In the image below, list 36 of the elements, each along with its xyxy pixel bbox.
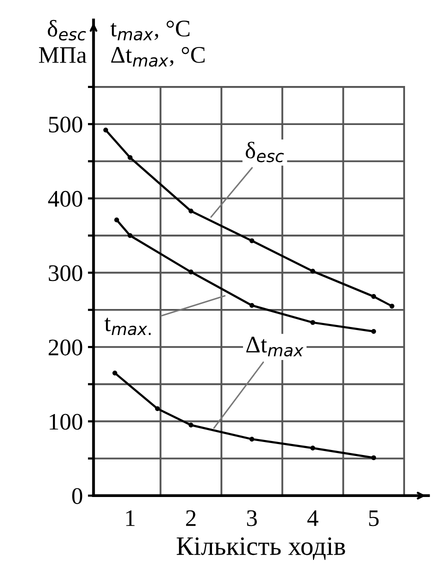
point (103, 128, 108, 132)
annotation: Δt$_{max}$ (246, 336, 304, 356)
point (188, 422, 194, 428)
y-tick-label: 400 (48, 190, 82, 207)
point (128, 155, 132, 160)
point (371, 294, 376, 299)
annotation: t$_{max.}$ (104, 318, 151, 336)
y-tick-label: 300 (48, 265, 82, 282)
point (249, 302, 254, 308)
y-tick-label: 0 (72, 488, 82, 504)
x-tick-label: 1 (126, 510, 135, 526)
point (114, 218, 120, 222)
point (249, 436, 254, 442)
point (371, 328, 376, 334)
point (112, 370, 118, 376)
point (188, 270, 194, 274)
point (310, 446, 316, 451)
point (310, 268, 316, 274)
point (249, 238, 254, 244)
y-axis-title: δ$_{esc}$ МПа (38, 20, 86, 63)
x-tick-label: 2 (186, 510, 196, 526)
point (155, 406, 160, 412)
y-tick-label: 500 (49, 116, 82, 133)
point (371, 455, 376, 460)
point (188, 208, 194, 214)
x-tick-label: 5 (369, 510, 379, 526)
point (310, 320, 316, 325)
x-tick-label: 3 (247, 510, 257, 526)
annotation: δ$_{esc}$ (246, 142, 284, 162)
x-tick-label: 4 (307, 510, 318, 526)
x-axis-title: Кількість ходів (176, 537, 346, 560)
y-tick-label: 100 (50, 414, 82, 430)
point (390, 304, 394, 309)
point (128, 233, 132, 238)
annotation: t$_{max}$, °C Δt$_{max}$, °C (110, 20, 205, 67)
y-tick-label: 200 (48, 340, 82, 356)
